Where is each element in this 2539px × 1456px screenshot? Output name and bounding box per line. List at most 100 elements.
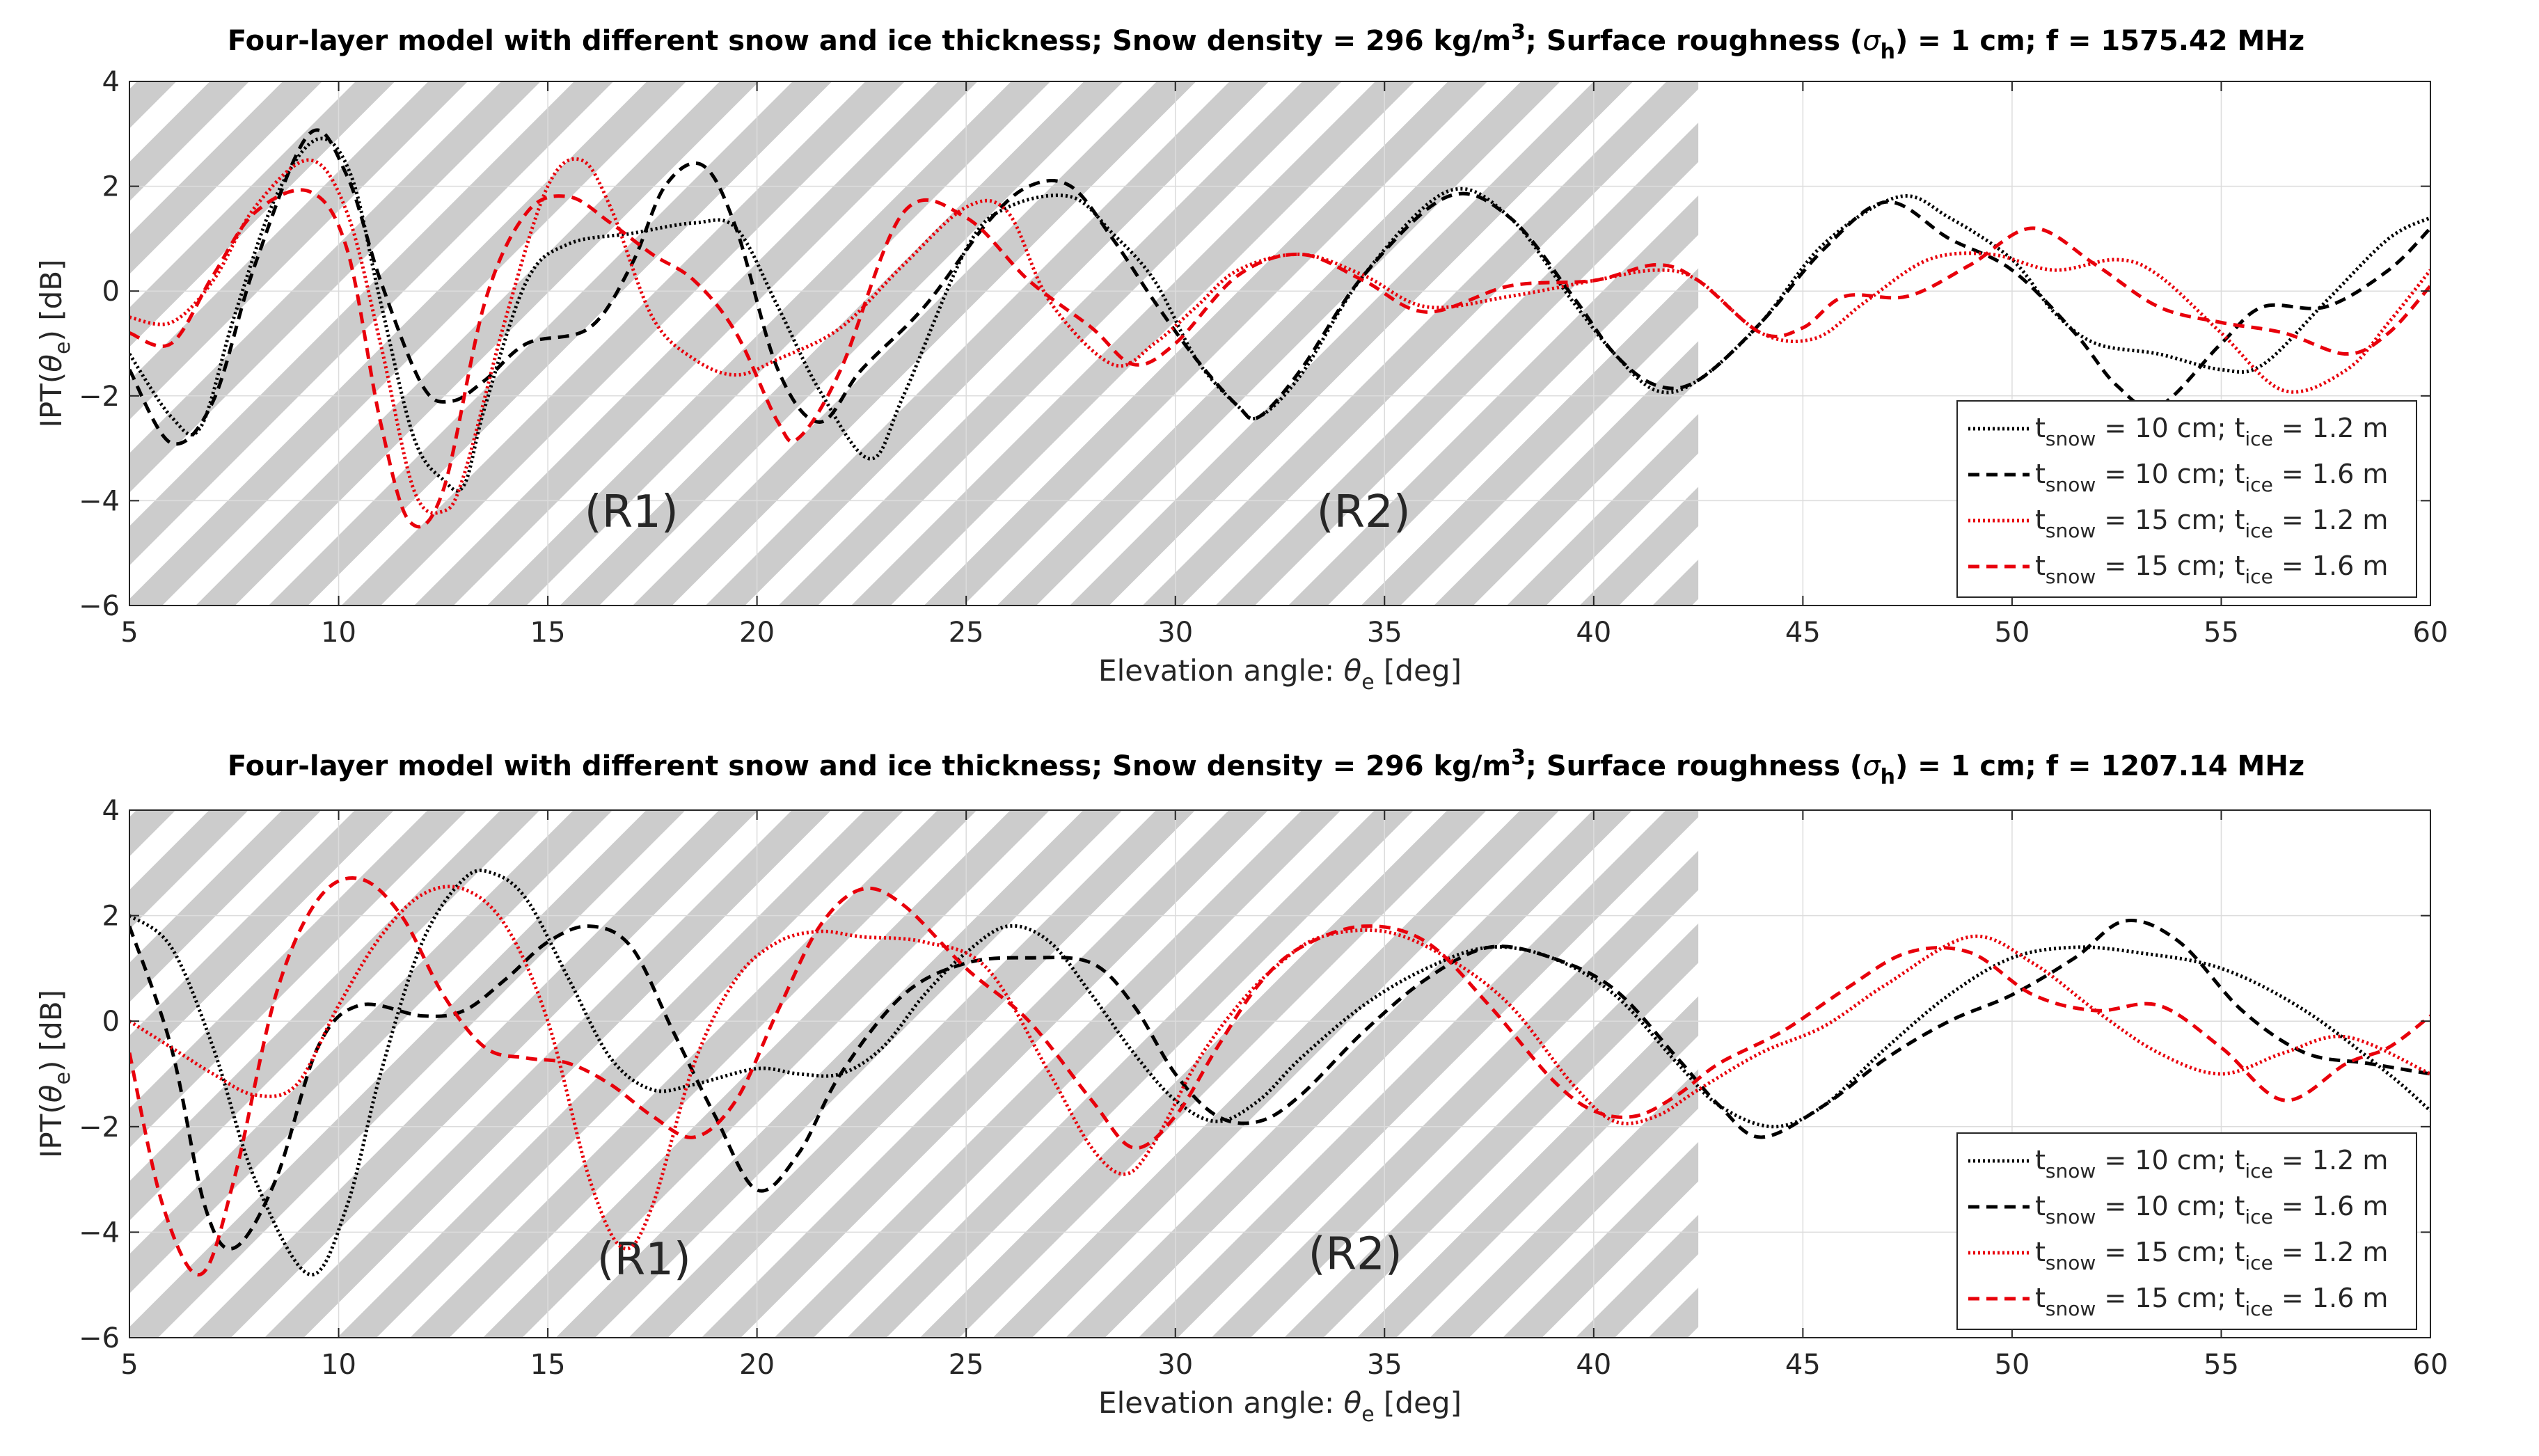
top-xlabel-theta: θ <box>1344 654 1362 688</box>
bottom-title-part: Four-layer model with different snow and… <box>228 750 1511 782</box>
top-ylabel-sub: e <box>51 342 75 354</box>
bottom-title-part: ) = 1 cm; f = 1207.14 MHz <box>1895 750 2304 782</box>
top-xtick-label: 50 <box>1994 617 2030 649</box>
bottom-xtick-label: 25 <box>949 1349 984 1381</box>
bottom-legend-entry-3: tsnow = 15 cm; tice = 1.2 m <box>2035 1237 2388 1274</box>
bottom-ytick-label: −4 <box>79 1217 120 1249</box>
top-legend-entry-2: tsnow = 10 cm; tice = 1.6 m <box>2035 459 2388 496</box>
bottom-legend-sub: ice <box>2245 1205 2272 1228</box>
bottom-legend-part: = 15 cm; t <box>2096 1237 2245 1267</box>
bottom-series-1-line <box>129 869 2430 1276</box>
top-legend-part: = 1.6 m <box>2273 459 2389 489</box>
bottom-xtick-label: 30 <box>1157 1349 1193 1381</box>
top-region-1-label: (R1) <box>585 486 679 538</box>
top-xlabel-sub: e <box>1361 670 1374 695</box>
bottom-legend-part: = 10 cm; t <box>2096 1145 2245 1176</box>
bottom-legend-part: t <box>2035 1237 2046 1267</box>
top-xlabel-part: Elevation angle: <box>1098 654 1343 688</box>
top-xtick-label: 35 <box>1367 617 1402 649</box>
bottom-xtick-label: 20 <box>739 1349 775 1381</box>
bottom-legend-part: t <box>2035 1283 2046 1313</box>
top-legend-part: t <box>2035 551 2046 581</box>
top-legend-part: = 15 cm; t <box>2096 551 2245 581</box>
top-xtick-label: 10 <box>321 617 356 649</box>
bottom-title-sub: h <box>1881 765 1895 789</box>
top-title-sub: h <box>1881 40 1895 64</box>
top-chart-title: Four-layer model with different snow and… <box>228 20 2304 64</box>
top-legend-sub: snow <box>2046 473 2096 496</box>
bottom-series-2-line <box>129 919 2430 1251</box>
bottom-region-1-hatch <box>129 810 1176 1338</box>
bottom-xtick-label: 60 <box>2413 1349 2449 1381</box>
bottom-legend-entry-2: tsnow = 10 cm; tice = 1.6 m <box>2035 1191 2388 1228</box>
bottom-xlabel-part: Elevation angle: <box>1098 1386 1343 1420</box>
bottom-legend-sub: ice <box>2245 1251 2272 1274</box>
bottom-series-group <box>129 869 2430 1276</box>
top-legend-part: t <box>2035 413 2046 443</box>
bottom-legend-box <box>1956 1132 2417 1330</box>
top-region-2-hatch <box>1175 81 1699 606</box>
top-ytick-label: −4 <box>79 485 120 517</box>
bottom-xtick-label: 5 <box>120 1349 138 1381</box>
top-ytick-label: 2 <box>102 171 120 203</box>
top-axes-box <box>129 81 2431 606</box>
bottom-chart-title: Four-layer model with different snow and… <box>228 745 2304 789</box>
bottom-title-sigma: σ <box>1862 750 1881 782</box>
top-region-2-label: (R2) <box>1317 486 1411 538</box>
bottom-axes-box <box>129 809 2431 1338</box>
top-series-1-line <box>129 136 2430 493</box>
top-title-part: ) = 1 cm; f = 1575.42 MHz <box>1895 25 2304 57</box>
top-ylabel-part: IPT( <box>34 372 68 428</box>
bottom-legend-part: t <box>2035 1191 2046 1221</box>
bottom-legend-part: = 15 cm; t <box>2096 1283 2245 1313</box>
bottom-ytick-label: 4 <box>102 795 120 827</box>
bottom-legend-sub: ice <box>2245 1160 2272 1182</box>
bottom-title-part: ; Surface roughness ( <box>1526 750 1862 782</box>
top-region-1-hatch <box>129 81 1176 606</box>
top-ytick-label: 0 <box>102 276 120 308</box>
bottom-ylabel-part: IPT( <box>34 1102 68 1158</box>
bottom-region-1-label: (R1) <box>597 1234 691 1285</box>
top-legend-sub: snow <box>2046 565 2096 588</box>
top-ytick-label: −6 <box>79 590 120 622</box>
bottom-ytick-label: −6 <box>79 1322 120 1354</box>
top-legend-entry-3: tsnow = 15 cm; tice = 1.2 m <box>2035 505 2388 542</box>
top-legend-part: = 1.2 m <box>2273 505 2389 535</box>
bottom-legend-sub: snow <box>2046 1297 2096 1320</box>
top-ylabel-theta: θ <box>34 354 68 372</box>
top-series-4-line <box>129 188 2430 529</box>
top-xtick-label: 45 <box>1785 617 1821 649</box>
bottom-ytick-label: −2 <box>79 1111 120 1144</box>
bottom-legend-part: t <box>2035 1145 2046 1176</box>
bottom-legend-part: = 1.2 m <box>2273 1145 2389 1176</box>
top-legend-part: = 1.6 m <box>2273 551 2389 581</box>
top-y-axis-label: IPT(θe) [dB] <box>34 260 75 428</box>
top-legend-part: = 15 cm; t <box>2096 505 2245 535</box>
chart-panel-bottom: (R1) (R2) 5 10 15 20 25 30 35 40 45 50 55 60 −6 −4 −2 0 2 4… <box>0 728 2539 1456</box>
bottom-ylabel-part: ) [dB] <box>34 990 68 1072</box>
top-legend-entry-4: tsnow = 15 cm; tice = 1.6 m <box>2035 551 2388 588</box>
bottom-ytick-label: 0 <box>102 1006 120 1038</box>
bottom-xtick-label: 50 <box>1994 1349 2030 1381</box>
top-legend-part: t <box>2035 505 2046 535</box>
bottom-legend-part: = 1.6 m <box>2273 1191 2389 1221</box>
top-xtick-label: 25 <box>949 617 984 649</box>
bottom-ylabel-theta: θ <box>34 1084 68 1102</box>
top-legend-sub: snow <box>2046 519 2096 542</box>
bottom-legend-sub: snow <box>2046 1160 2096 1182</box>
top-xtick-label: 20 <box>739 617 775 649</box>
bottom-legend-sub: snow <box>2046 1251 2096 1274</box>
chart-svg-top: (R1) (R2) 5 10 15 20 25 30 35 40 45 50 55 60 −6 −4 −2 0 2 4… <box>34 20 2449 695</box>
top-legend-part: = 10 cm; t <box>2096 413 2245 443</box>
bottom-xtick-label: 55 <box>2204 1349 2239 1381</box>
top-legend-part: t <box>2035 459 2046 489</box>
bottom-legend-sub: snow <box>2046 1205 2096 1228</box>
bottom-legend-part: = 10 cm; t <box>2096 1191 2245 1221</box>
top-xtick-label: 5 <box>120 617 138 649</box>
top-xtick-label: 55 <box>2204 617 2239 649</box>
bottom-xlabel-sub: e <box>1361 1402 1374 1427</box>
top-xtick-label: 60 <box>2413 617 2449 649</box>
top-series-3-line <box>129 157 2430 515</box>
top-xtick-label: 15 <box>530 617 566 649</box>
bottom-legend-entry-4: tsnow = 15 cm; tice = 1.6 m <box>2035 1283 2388 1320</box>
